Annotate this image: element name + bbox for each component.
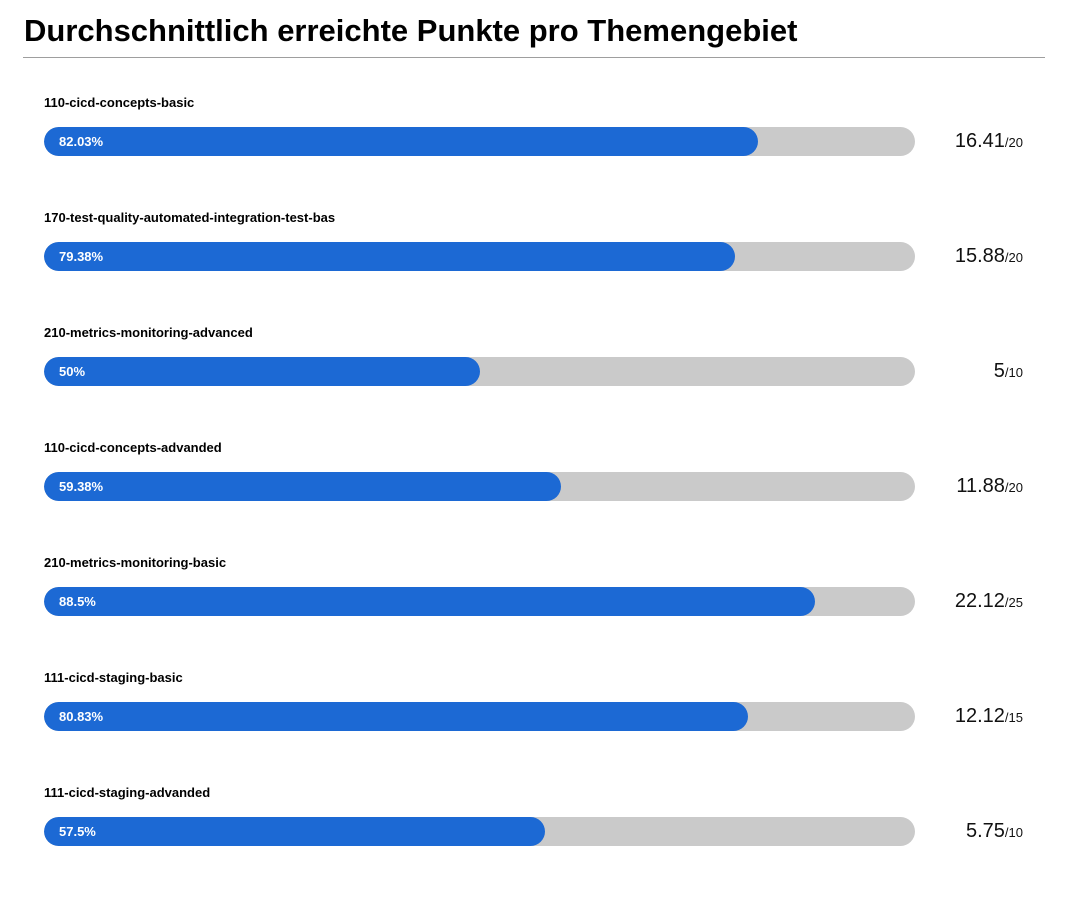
topic-score-chart: 110-cicd-concepts-basic 82.03% 16.41/20 170… — [0, 95, 1075, 846]
score-readout: 22.12/25 — [955, 588, 1023, 616]
percent-label: 50% — [59, 364, 86, 379]
progress-track: 88.5% — [44, 587, 915, 616]
topic-row: 111-cicd-staging-basic 80.83% 12.12/15 — [0, 670, 1075, 785]
page-title: Durchschnittlich erreichte Punkte pro Th… — [24, 13, 798, 48]
topic-row: 210-metrics-monitoring-advanced 50% 5/10 — [0, 325, 1075, 440]
progress-track: 79.38% — [44, 242, 915, 271]
topic-row: 210-metrics-monitoring-basic 88.5% 22.12/2… — [0, 555, 1075, 670]
score-max: 25 — [1008, 595, 1023, 610]
progress-track: 57.5% — [44, 817, 915, 846]
score-value: 15.88 — [954, 245, 1005, 267]
title-divider — [23, 57, 1045, 58]
topic-row: 110-cicd-concepts-advanded 59.38% 11.88/20 — [0, 440, 1075, 555]
progress-track: 59.38% — [44, 472, 915, 501]
percent-label: 59.38% — [59, 479, 104, 494]
score-separator: / — [1004, 710, 1009, 725]
topic-row: 170-test-quality-automated-integration-t… — [0, 210, 1075, 325]
topic-row: 111-cicd-staging-advanded 57.5% 5.75/10 — [0, 785, 1075, 900]
progress-bar — [44, 702, 749, 731]
topic-label: 110-cicd-concepts-basic — [44, 95, 195, 110]
score-readout: 12.12/15 — [955, 703, 1023, 731]
progress-bar — [44, 127, 759, 156]
progress-track: 82.03% — [44, 127, 915, 156]
score-max: 10 — [1008, 825, 1023, 840]
progress-bar — [44, 817, 545, 846]
score-max: 20 — [1008, 135, 1023, 150]
score-readout: 16.41/20 — [955, 128, 1023, 156]
progress-bar — [44, 472, 562, 501]
progress-bar — [44, 242, 736, 271]
progress-track: 80.83% — [44, 702, 915, 731]
score-separator: / — [1004, 480, 1009, 495]
score-value: 22.12 — [954, 590, 1005, 612]
score-value: 11.88 — [956, 475, 1005, 497]
score-separator: / — [1004, 365, 1009, 380]
topic-label: 210-metrics-monitoring-advanced — [44, 325, 253, 340]
percent-label: 80.83% — [59, 709, 104, 724]
score-separator: / — [1004, 250, 1009, 265]
score-separator: / — [1004, 135, 1009, 150]
percent-label: 79.38% — [59, 249, 104, 264]
percent-label: 57.5% — [59, 824, 96, 839]
score-separator: / — [1004, 825, 1009, 840]
score-max: 20 — [1008, 480, 1023, 495]
progress-bar — [44, 357, 480, 386]
score-readout: 11.88/20 — [956, 473, 1023, 501]
percent-label: 88.5% — [59, 594, 96, 609]
progress-track: 50% — [44, 357, 915, 386]
score-readout: 15.88/20 — [955, 243, 1023, 271]
topic-row: 110-cicd-concepts-basic 82.03% 16.41/20 — [0, 95, 1075, 210]
topic-label: 170-test-quality-automated-integration-t… — [44, 210, 336, 225]
score-value: 5.75 — [965, 820, 1005, 842]
score-max: 10 — [1008, 365, 1023, 380]
topic-label: 110-cicd-concepts-advanded — [44, 440, 222, 455]
percent-label: 82.03% — [59, 134, 104, 149]
score-max: 20 — [1008, 250, 1023, 265]
score-separator: / — [1004, 595, 1009, 610]
topic-label: 210-metrics-monitoring-basic — [44, 555, 227, 570]
progress-bar — [44, 587, 815, 616]
score-value: 12.12 — [954, 705, 1005, 727]
score-readout: 5.75/10 — [966, 818, 1023, 846]
score-value: 16.41 — [954, 130, 1005, 152]
topic-label: 111-cicd-staging-basic — [44, 670, 183, 685]
score-value: 5 — [993, 360, 1005, 382]
score-readout: 5/10 — [994, 358, 1023, 386]
topic-label: 111-cicd-staging-advanded — [44, 785, 211, 800]
score-max: 15 — [1008, 710, 1023, 725]
